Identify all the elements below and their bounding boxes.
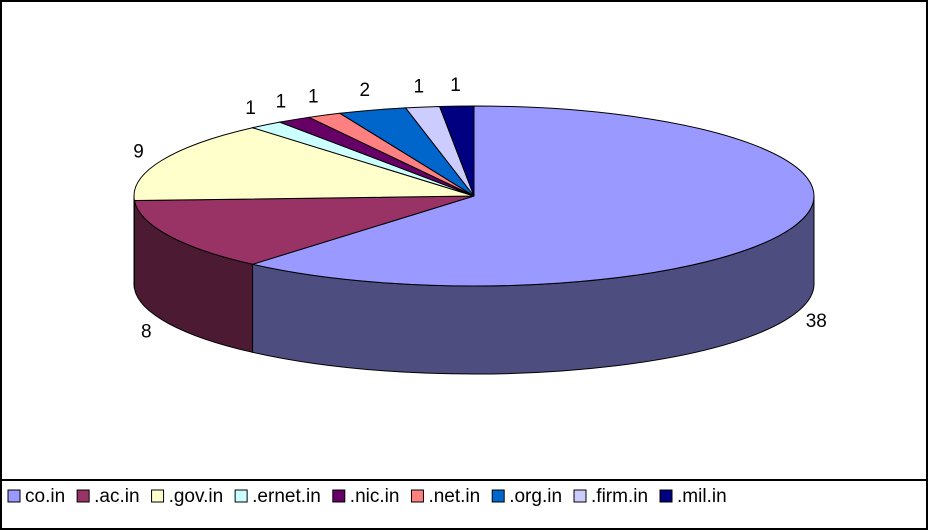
legend-label: .firm.in bbox=[591, 486, 648, 507]
legend-swatch bbox=[7, 489, 21, 503]
data-label: 9 bbox=[133, 142, 144, 163]
legend-label: .net.in bbox=[428, 486, 480, 507]
pie-slice bbox=[133, 195, 475, 265]
data-label: 8 bbox=[141, 321, 152, 342]
legend-label: .org.in bbox=[509, 486, 562, 507]
pie-tops bbox=[133, 105, 815, 287]
data-label: 1 bbox=[450, 75, 461, 96]
legend-swatch bbox=[76, 489, 90, 503]
data-label: 38 bbox=[806, 311, 827, 332]
legend-label: .mil.in bbox=[677, 486, 727, 507]
legend-label: co.in bbox=[25, 486, 65, 507]
data-label: 1 bbox=[308, 86, 319, 107]
legend-swatch bbox=[151, 489, 165, 503]
legend-swatch bbox=[491, 489, 505, 503]
legend-swatch bbox=[410, 489, 424, 503]
legend-swatch bbox=[234, 489, 248, 503]
legend-swatch bbox=[573, 489, 587, 503]
legend-label: .ac.in bbox=[94, 486, 139, 507]
legend-label: .ernet.in bbox=[252, 486, 321, 507]
legend-label: .nic.in bbox=[350, 486, 400, 507]
data-label: 2 bbox=[359, 80, 370, 101]
pie-slice bbox=[250, 105, 815, 287]
legend-label: .gov.in bbox=[169, 486, 224, 507]
data-label: 1 bbox=[276, 92, 287, 113]
legend-frame bbox=[0, 479, 928, 530]
pie-slice bbox=[133, 127, 475, 202]
data-label: 1 bbox=[413, 76, 424, 97]
legend-swatch bbox=[332, 489, 346, 503]
data-label: 1 bbox=[245, 98, 256, 119]
pie-slice bbox=[438, 105, 475, 197]
legend: co.in .ac.in .gov.in .ernet.in .nic.in .net.i… bbox=[7, 486, 727, 507]
legend-swatch bbox=[659, 489, 673, 503]
